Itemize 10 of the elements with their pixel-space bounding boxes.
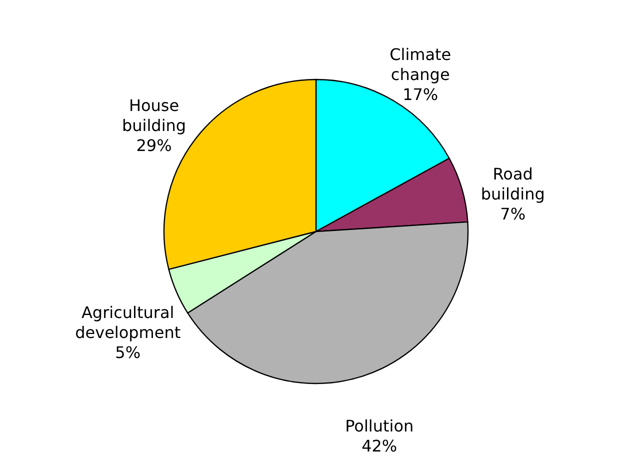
data-label: 5% (115, 342, 141, 362)
data-label: 17% (402, 85, 438, 104)
data-label: 42% (362, 436, 398, 456)
slice-label: Agricultural development (75, 302, 181, 342)
data-label: 7% (500, 204, 526, 224)
slice-label: Road building (480, 164, 545, 204)
slice-label: House building (122, 96, 186, 135)
slice-label: Pollution (345, 416, 414, 436)
data-label: 29% (136, 136, 172, 155)
slice-label: Climate change (390, 45, 452, 84)
